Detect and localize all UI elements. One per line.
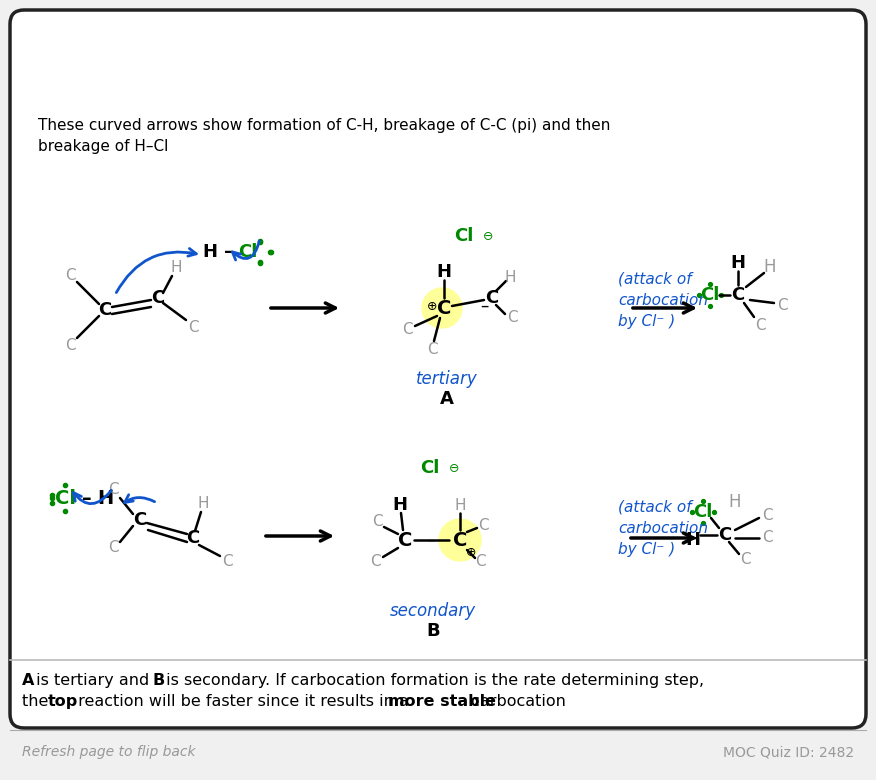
Text: A: A — [440, 390, 454, 408]
Text: carbocation: carbocation — [466, 694, 566, 709]
Text: C: C — [187, 529, 200, 547]
Text: C: C — [506, 310, 518, 325]
Text: –: – — [426, 531, 434, 549]
Text: C: C — [485, 289, 498, 307]
Text: –: – — [82, 488, 92, 508]
Text: C: C — [427, 342, 437, 357]
FancyArrowPatch shape — [232, 241, 259, 260]
Text: ⊖: ⊖ — [449, 462, 459, 474]
Text: C: C — [718, 526, 731, 544]
Text: ⊕: ⊕ — [466, 545, 477, 558]
Text: C: C — [108, 541, 118, 555]
Text: more stable: more stable — [388, 694, 496, 709]
Text: Cl: Cl — [700, 286, 720, 304]
Text: H: H — [729, 493, 741, 511]
Text: Cl: Cl — [420, 459, 440, 477]
Text: ⊖: ⊖ — [483, 229, 493, 243]
Text: B: B — [152, 673, 165, 688]
Text: C: C — [108, 483, 118, 498]
FancyArrowPatch shape — [117, 249, 196, 292]
Text: C: C — [133, 511, 146, 529]
Text: C: C — [152, 289, 165, 307]
Text: H: H — [97, 488, 113, 508]
Text: A: A — [22, 673, 34, 688]
Text: H: H — [197, 497, 208, 512]
FancyArrowPatch shape — [74, 490, 111, 504]
Text: is secondary. If carbocation formation is the rate determining step,: is secondary. If carbocation formation i… — [161, 673, 704, 688]
Text: Cl: Cl — [693, 503, 713, 521]
Text: C: C — [477, 517, 488, 533]
Ellipse shape — [422, 288, 462, 328]
Text: C: C — [762, 530, 773, 545]
Text: Cl: Cl — [238, 243, 258, 261]
Text: tertiary: tertiary — [416, 370, 478, 388]
Text: H: H — [505, 271, 516, 285]
Text: H: H — [436, 263, 451, 281]
Text: H: H — [455, 498, 466, 512]
Text: C: C — [755, 317, 766, 332]
Text: C: C — [222, 555, 232, 569]
Text: –: – — [480, 297, 488, 315]
Text: secondary: secondary — [390, 602, 476, 620]
Text: These curved arrows show formation of C-H, breakage of C-C (pi) and then
breakag: These curved arrows show formation of C-… — [38, 118, 611, 154]
Text: the: the — [22, 694, 53, 709]
Text: –: – — [224, 243, 233, 261]
Text: top: top — [48, 694, 78, 709]
Text: C: C — [453, 530, 467, 549]
Text: C: C — [762, 508, 773, 523]
Text: H: H — [202, 243, 217, 261]
Text: C: C — [777, 297, 788, 313]
Text: C: C — [371, 515, 382, 530]
Text: C: C — [98, 301, 111, 319]
Text: C: C — [65, 338, 75, 353]
Text: Cl: Cl — [54, 488, 75, 508]
Text: reaction will be faster since it results in a: reaction will be faster since it results… — [73, 694, 414, 709]
Text: H: H — [392, 496, 407, 514]
Text: MOC Quiz ID: 2482: MOC Quiz ID: 2482 — [723, 745, 854, 759]
Text: B: B — [427, 622, 440, 640]
Text: H: H — [764, 258, 776, 276]
FancyBboxPatch shape — [10, 10, 866, 728]
Text: C: C — [475, 555, 485, 569]
Text: C: C — [370, 555, 380, 569]
Text: Cl: Cl — [455, 227, 474, 245]
FancyArrowPatch shape — [124, 495, 154, 502]
Text: (attack of
carbocation
by Cl⁻ ): (attack of carbocation by Cl⁻ ) — [618, 500, 708, 557]
Text: C: C — [739, 552, 751, 568]
Text: C: C — [437, 299, 451, 317]
Text: ⊕: ⊕ — [427, 300, 437, 314]
Text: C: C — [65, 268, 75, 282]
Text: is tertiary and: is tertiary and — [31, 673, 154, 688]
Text: C: C — [187, 321, 198, 335]
Ellipse shape — [439, 519, 481, 561]
Text: H: H — [731, 254, 745, 272]
Text: C: C — [402, 322, 413, 338]
Text: H: H — [170, 261, 181, 275]
Text: C: C — [731, 286, 745, 304]
Text: C: C — [398, 530, 413, 549]
Text: (attack of
carbocation
by Cl⁻ ): (attack of carbocation by Cl⁻ ) — [618, 272, 708, 329]
Text: H: H — [686, 531, 701, 549]
Text: Refresh page to flip back: Refresh page to flip back — [22, 745, 195, 759]
